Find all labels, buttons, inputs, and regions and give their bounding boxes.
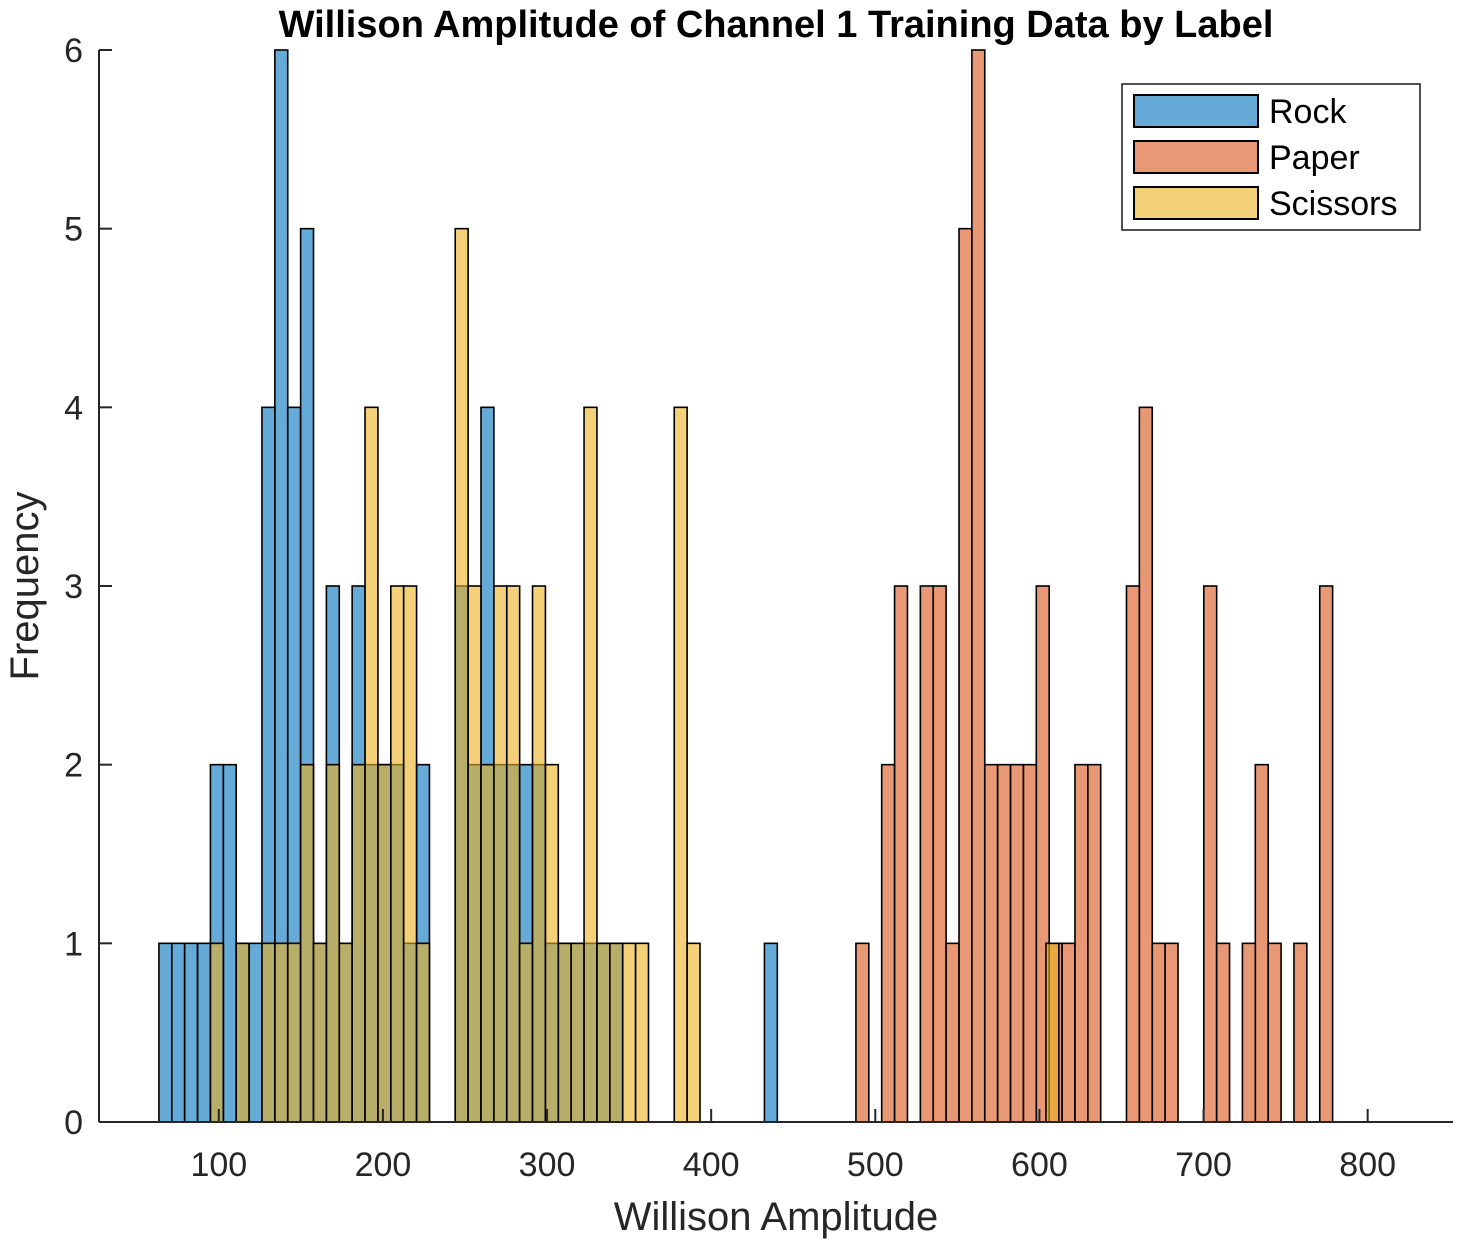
paper-bar (893, 585, 909, 1123)
rock-bar (222, 763, 238, 1123)
paper-bar (1267, 942, 1282, 1123)
paper-bar (1254, 763, 1269, 1123)
scissors-bar (518, 942, 534, 1123)
scissors-bar (377, 763, 392, 1123)
rock-bar (196, 942, 212, 1123)
scissors-bar (299, 763, 315, 1123)
legend-label-scissors: Scissors (1269, 185, 1397, 223)
x-tick-label: 600 (1011, 1146, 1068, 1184)
legend: Rock Paper Scissors (1121, 83, 1421, 231)
paper-bar (1293, 942, 1308, 1123)
scissors-bar (480, 763, 495, 1123)
rock-bar (183, 942, 199, 1123)
paper-bar (1125, 585, 1141, 1123)
y-tick-label: 6 (64, 32, 83, 70)
scissors-bar (531, 585, 547, 1123)
scissors-bar (390, 585, 405, 1123)
scissors-bar (325, 763, 341, 1123)
y-axis-label: Frequency (3, 492, 47, 681)
scissors-bar (673, 406, 688, 1123)
paper-bar (1074, 763, 1089, 1123)
scissors-bar (544, 763, 560, 1123)
scissors-bar (235, 942, 250, 1123)
paper-bar (1318, 585, 1334, 1123)
scissors-bar (364, 406, 379, 1123)
rock-bar (170, 942, 186, 1123)
paper-bar (983, 763, 999, 1123)
chart-title: Willison Amplitude of Channel 1 Training… (279, 4, 1274, 46)
legend-swatch-rock (1133, 94, 1259, 128)
legend-label-rock: Rock (1269, 93, 1347, 131)
paper-bar (855, 942, 870, 1123)
x-tick-label: 700 (1175, 1146, 1232, 1184)
paper-bar (1009, 763, 1025, 1123)
paper-bar (1202, 585, 1218, 1123)
legend-swatch-scissors (1133, 186, 1259, 220)
rock-bar (158, 942, 173, 1123)
scissors-bar (209, 942, 225, 1123)
scissors-bar (467, 585, 482, 1123)
legend-swatch-paper (1133, 140, 1259, 174)
x-axis-label: Willison Amplitude (614, 1195, 939, 1239)
scissors-bar (557, 942, 572, 1123)
scissors-bar (505, 585, 521, 1123)
x-tick-label: 500 (847, 1146, 904, 1184)
paper-bar (1087, 763, 1102, 1123)
scissors-bar (1045, 942, 1060, 1123)
y-tick-label: 5 (64, 211, 83, 249)
paper-bar (1164, 942, 1179, 1123)
paper-bar (958, 227, 973, 1123)
scissors-bar (583, 406, 598, 1123)
paper-bar (919, 585, 935, 1123)
paper-bar (1215, 942, 1231, 1123)
scissors-bar (686, 942, 701, 1123)
paper-bar (945, 942, 960, 1123)
scissors-bar (454, 227, 469, 1123)
y-tick-label: 1 (64, 925, 83, 963)
scissors-bar (596, 942, 611, 1123)
scissors-bar (351, 763, 366, 1123)
scissors-bar (415, 942, 431, 1123)
axes: 100 200 300 400 500 600 700 800 0 1 2 3 4 5 6 (64, 32, 1453, 1184)
y-tick-label: 0 (64, 1104, 83, 1142)
rock-bar (763, 942, 779, 1123)
scissors-bar (634, 942, 650, 1123)
paper-bar (971, 49, 986, 1123)
x-tick-label: 400 (683, 1146, 740, 1184)
scissors-bar (609, 942, 624, 1123)
paper-bar (1151, 942, 1166, 1123)
paper-bar (880, 763, 896, 1123)
x-tick-label: 300 (519, 1146, 576, 1184)
rock-bar (248, 942, 263, 1123)
paper-bar (1022, 763, 1038, 1123)
paper-bar (1241, 942, 1257, 1123)
paper-bar (932, 585, 947, 1123)
scissors-bar (570, 942, 585, 1123)
x-tick-label: 100 (190, 1146, 247, 1184)
scissors-bar (286, 942, 302, 1123)
scissors-bar (338, 942, 353, 1123)
y-tick-label: 4 (64, 389, 83, 427)
paper-bar (1061, 942, 1076, 1123)
x-tick-label: 200 (355, 1146, 412, 1184)
scissors-bar (261, 942, 276, 1123)
scissors-bar (493, 585, 508, 1123)
y-tick-label: 3 (64, 568, 83, 606)
legend-label-paper: Paper (1269, 139, 1360, 177)
paper-bar (1138, 406, 1154, 1123)
scissors-bar (312, 942, 328, 1123)
scissors-bar (402, 585, 418, 1123)
scissors-bar (621, 942, 637, 1123)
y-tick-label: 2 (64, 747, 83, 785)
paper-bar (996, 763, 1012, 1123)
x-tick-label: 800 (1339, 1146, 1396, 1184)
scissors-bar (274, 942, 289, 1123)
